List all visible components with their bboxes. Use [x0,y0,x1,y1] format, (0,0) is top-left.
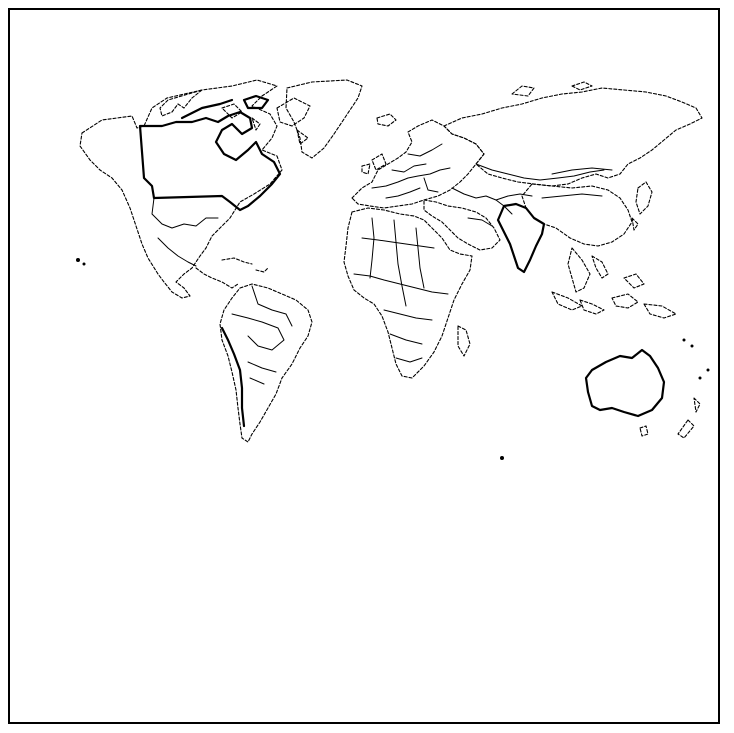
page-viewport[interactable] [10,48,718,722]
world-map [76,79,710,460]
southeast-asia [551,247,677,319]
australia [584,348,666,418]
africa [343,207,473,379]
north-asia [443,81,703,187]
greenland [285,79,363,159]
india [496,202,546,274]
middle-asia [423,187,533,251]
canada [138,110,282,212]
north-america [79,79,311,299]
south-america [219,283,313,443]
east-asia [521,167,653,247]
europe [351,119,485,209]
